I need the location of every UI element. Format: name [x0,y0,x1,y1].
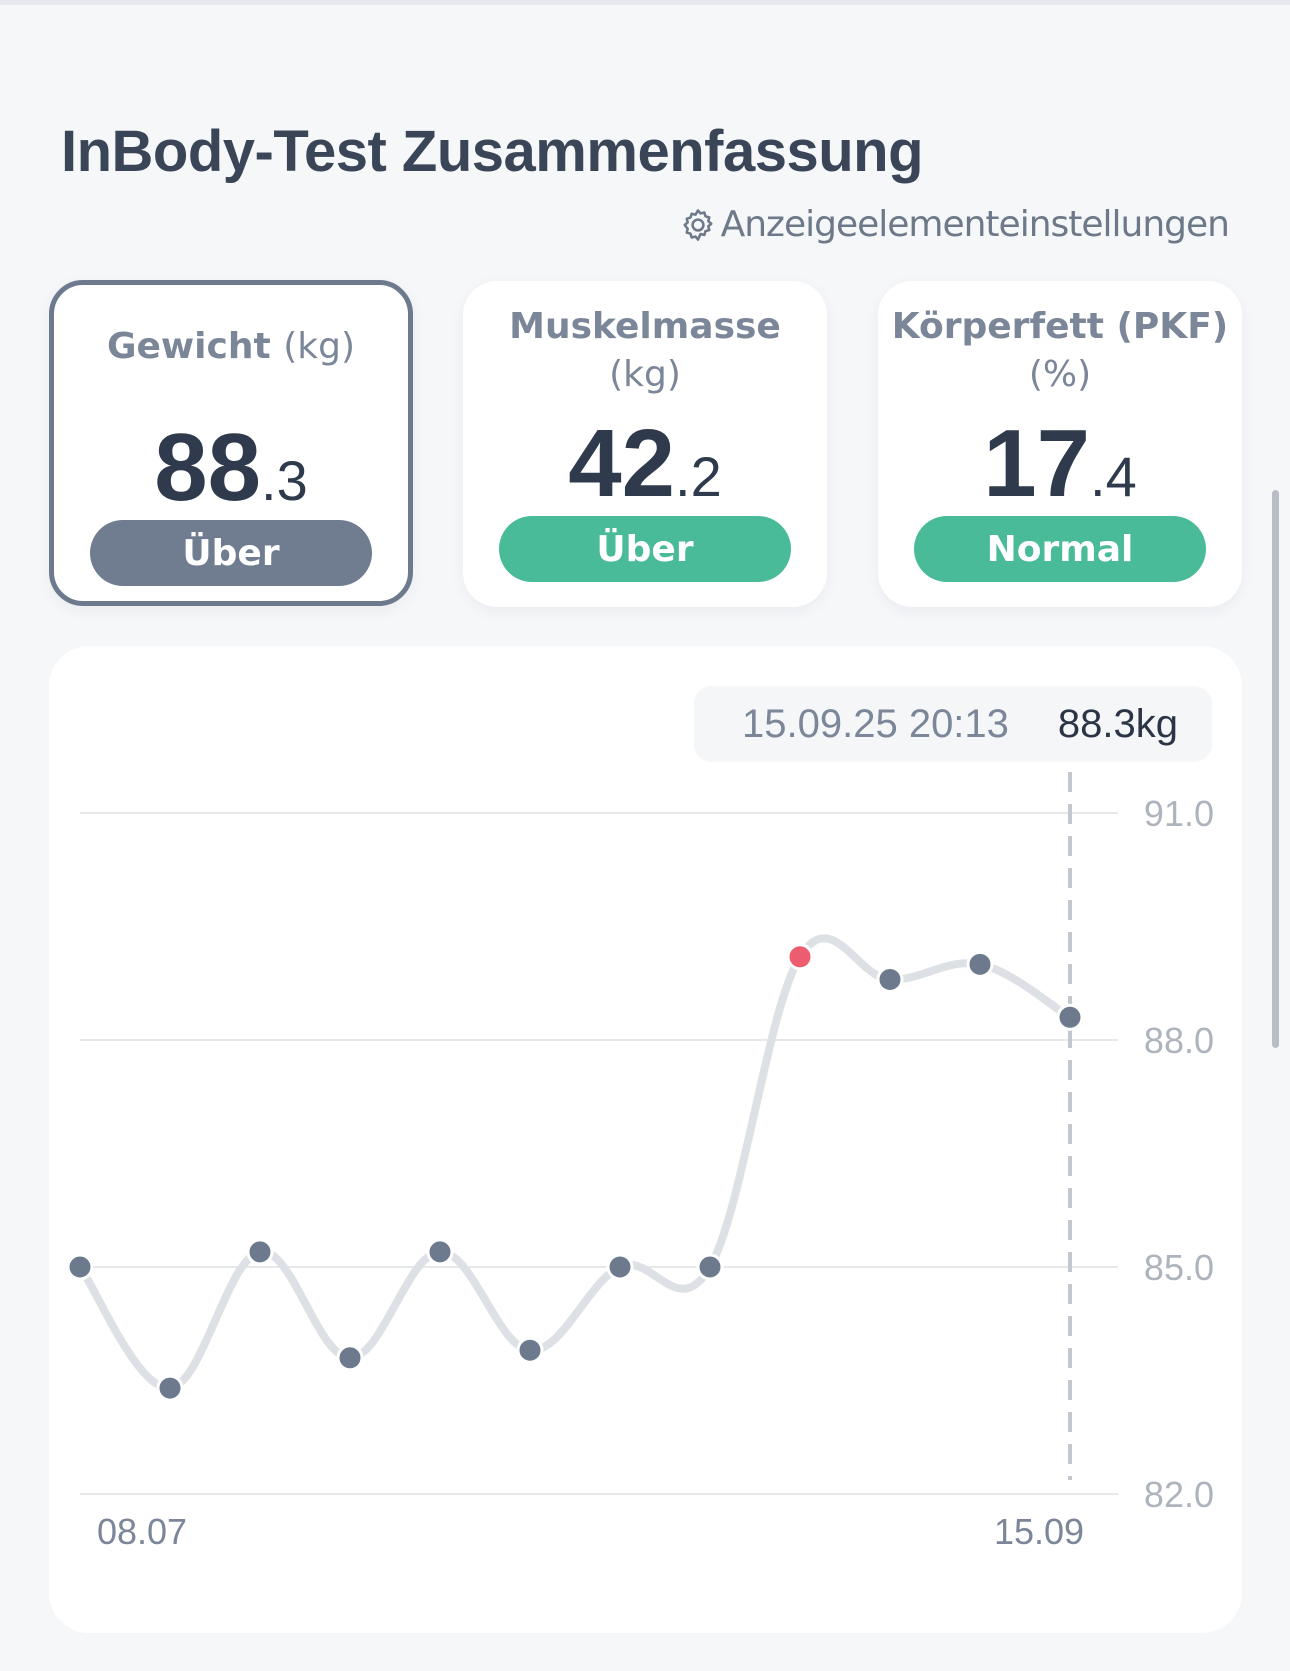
display-settings-label: Anzeigeelementeinstellungen [720,204,1230,245]
data-point[interactable] [1056,1003,1084,1031]
data-point[interactable] [876,965,904,993]
body-fat-card[interactable]: Körperfett (PKF) (%) 17.4 Normal [878,281,1242,607]
page-title: InBody-Test Zusammenfassung [61,119,924,184]
y-tick-label: 85.0 [1144,1247,1214,1288]
data-point[interactable] [606,1253,634,1281]
scrollbar[interactable] [1272,490,1279,1048]
data-point[interactable] [66,1253,94,1281]
x-tick-label: 08.07 [97,1511,187,1552]
body-fat-status-badge: Normal [914,516,1206,582]
display-settings-link[interactable]: Anzeigeelementeinstellungen [679,204,1230,245]
tooltip-value: 88.3kg [1057,702,1178,746]
weight-card[interactable]: Gewicht (kg) 88.3 Über [49,280,413,606]
data-point[interactable] [156,1374,184,1402]
top-divider [0,0,1290,5]
weight-chart-card [49,646,1242,1633]
x-tick-label: 15.09 [994,1511,1084,1552]
muscle-mass-status-badge: Über [499,516,791,582]
chart-tooltip: 15.09.25 20:13 88.3kg [694,686,1212,762]
weight-status-badge: Über [90,520,372,586]
y-tick-label: 82.0 [1144,1474,1214,1515]
muscle-mass-card[interactable]: Muskelmasse (kg) 42.2 Über [463,281,827,607]
muscle-mass-value: 42.2 [568,410,722,517]
body-fat-card-label: Körperfett (PKF) (%) [891,306,1229,395]
data-point[interactable] [966,950,994,978]
muscle-mass-card-label: Muskelmasse (kg) [509,306,781,395]
data-point[interactable] [246,1238,274,1266]
y-tick-label: 88.0 [1144,1020,1214,1061]
data-point[interactable] [516,1336,544,1364]
y-tick-label: 91.0 [1144,793,1214,834]
data-point[interactable] [426,1238,454,1266]
weight-value: 88.3 [154,414,308,521]
gear-icon [683,208,713,241]
tooltip-date: 15.09.25 20:13 [742,702,1009,746]
weight-series-line [76,934,1074,1393]
weight-card-label: Gewicht (kg) [106,326,356,367]
body-fat-value: 17.4 [983,410,1137,517]
data-point[interactable] [336,1344,364,1372]
data-point[interactable] [696,1253,724,1281]
highlighted-data-point[interactable] [786,943,814,971]
